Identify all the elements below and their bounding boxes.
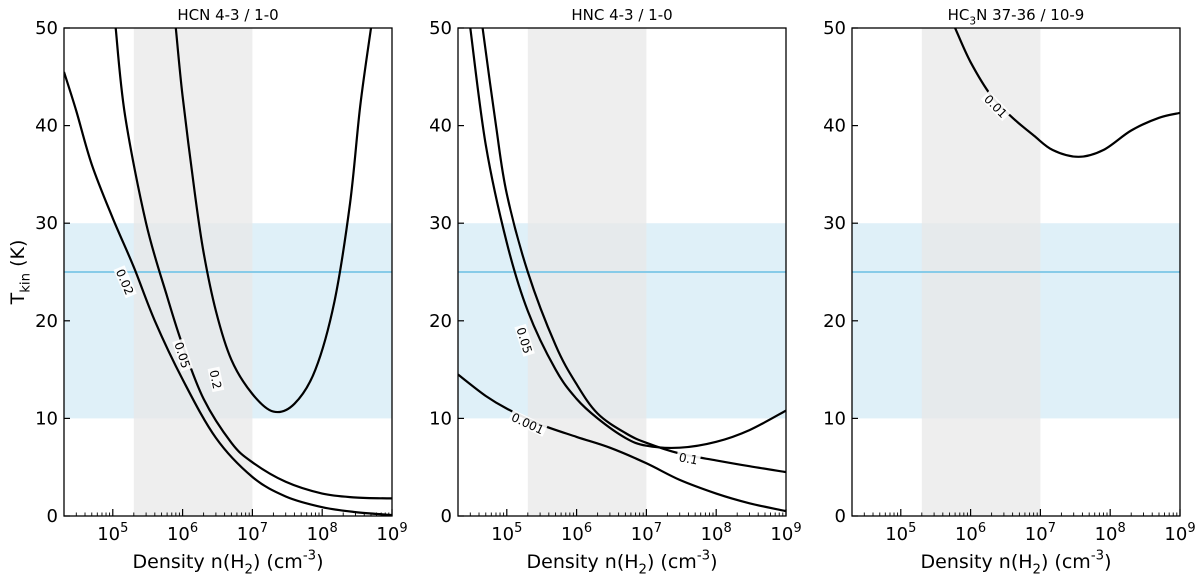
x-axis-label: Density n(H2) (cm-3) xyxy=(921,548,1112,576)
plot-frame xyxy=(851,27,1181,517)
y-tick-label-20: 20 xyxy=(35,311,58,332)
contour-label-0.2: 0.2 xyxy=(207,369,225,391)
contour-line-0.1 xyxy=(481,28,786,474)
y-tick-label-10: 10 xyxy=(823,408,846,429)
x-tick-label-1: 106 xyxy=(955,521,986,545)
plot-frame xyxy=(63,27,393,517)
y-tick-label-20: 20 xyxy=(429,311,452,332)
x-tick-label-0: 105 xyxy=(885,521,916,545)
x-tick-label-4: 109 xyxy=(1164,521,1195,545)
y-tick-label-30: 30 xyxy=(823,213,846,234)
contour-line-0.2 xyxy=(174,28,373,414)
contour-line-0.02 xyxy=(64,71,392,516)
contour-line-0.05 xyxy=(114,28,392,500)
y-tick-label-20: 20 xyxy=(823,311,846,332)
x-tick-label-3: 108 xyxy=(1095,521,1126,545)
x-tick-label-0: 105 xyxy=(491,521,522,545)
plot-frame xyxy=(457,27,787,517)
x-tick-label-2: 107 xyxy=(237,521,268,545)
panel-title: HC3N 37-36 / 10-9 xyxy=(948,6,1085,28)
x-tick-label-1: 106 xyxy=(561,521,592,545)
y-tick-label-30: 30 xyxy=(429,213,452,234)
y-tick-label-50: 50 xyxy=(823,18,846,39)
y-axis-label: Tkin (K) xyxy=(7,240,34,306)
panel-title: HNC 4-3 / 1-0 xyxy=(571,6,672,24)
x-axis-label: Density n(H2) (cm-3) xyxy=(133,548,324,576)
y-tick-label-30: 30 xyxy=(35,213,58,234)
x-tick-label-2: 107 xyxy=(1025,521,1056,545)
x-tick-label-4: 109 xyxy=(376,521,407,545)
contour-line-0.01 xyxy=(954,28,1180,158)
y-tick-label-50: 50 xyxy=(35,18,58,39)
y-tick-label-40: 40 xyxy=(429,116,452,137)
y-tick-label-10: 10 xyxy=(429,408,452,429)
x-tick-label-3: 108 xyxy=(307,521,338,545)
x-tick-label-0: 105 xyxy=(97,521,128,545)
y-tick-label-0: 0 xyxy=(441,506,452,527)
x-tick-label-2: 107 xyxy=(631,521,662,545)
y-tick-label-0: 0 xyxy=(47,506,58,527)
x-tick-label-3: 108 xyxy=(701,521,732,545)
contour-line-0.001 xyxy=(458,373,786,513)
y-tick-label-50: 50 xyxy=(429,18,452,39)
y-tick-label-10: 10 xyxy=(35,408,58,429)
x-tick-label-1: 106 xyxy=(167,521,198,545)
y-tick-label-40: 40 xyxy=(823,116,846,137)
y-tick-label-40: 40 xyxy=(35,116,58,137)
panel-title: HCN 4-3 / 1-0 xyxy=(177,6,278,24)
contour-label-0.1: 0.1 xyxy=(678,450,699,467)
x-tick-label-4: 109 xyxy=(770,521,801,545)
contour-line-0.05 xyxy=(469,28,786,449)
y-tick-label-0: 0 xyxy=(835,506,846,527)
x-axis-label: Density n(H2) (cm-3) xyxy=(527,548,718,576)
